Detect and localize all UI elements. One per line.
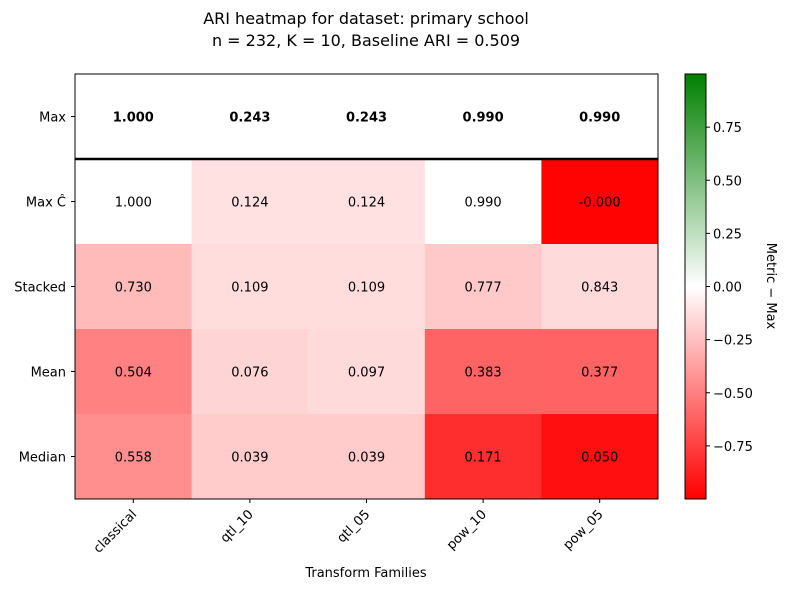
cell-value-label: -0.000 [579,196,621,211]
heatmap-cell [424,74,542,160]
cell-value-label: 0.109 [348,281,385,296]
heatmap-cell [308,74,426,160]
cell-value-label: 0.383 [464,366,501,381]
heatmap-cell [424,329,542,415]
cell-value-label: 0.777 [464,281,501,296]
chart-title-line1: ARI heatmap for dataset: primary school [203,9,529,28]
heatmap-cell [75,74,193,160]
colorbar-gradient [684,73,707,500]
heatmap-cell [308,414,426,500]
x-tick-label-pow-05: pow_05 [561,507,607,553]
heatmap-cell [308,244,426,330]
cell-value-label: 0.243 [229,111,270,126]
cell-value-label: 1.000 [115,196,152,211]
cell-value-label: 0.050 [581,451,618,466]
colorbar-label: Metric − Max [763,243,778,330]
heatmap-cell [308,159,426,245]
heatmap-cell [424,414,542,500]
y-tick-label-max: Max Ĉ [26,195,66,211]
cell-value-label: 0.990 [463,111,504,126]
colorbar-tick-label: 0.25 [713,227,742,242]
x-tick-label-qtl-05: qtl_05 [334,507,373,546]
cell-value-label: 0.243 [346,111,387,126]
y-tick-label-stacked: Stacked [14,281,66,296]
colorbar-tick-label: 0.75 [713,121,742,136]
heatmap-cell [191,159,309,245]
heatmap-cell [75,414,193,500]
cell-value-label: 0.843 [581,281,618,296]
cell-value-label: 1.000 [113,111,154,126]
colorbar-tick-label: 0.50 [713,174,742,189]
x-tick-label-qtl-10: qtl_10 [218,507,257,546]
heatmap-cell [541,159,659,245]
y-tick-label-max: Max [39,111,66,126]
heatmap-cell [191,414,309,500]
cell-value-label: 0.990 [579,111,620,126]
x-axis-ticks: classical qtl_10 qtl_05 pow_10 pow_05 [91,499,607,556]
cell-value-label: 0.730 [115,281,152,296]
heatmap-grid: 1.000 0.243 0.243 0.990 0.990 1.000 0.124 0.124… [74,73,659,500]
heatmap-cell [541,414,659,500]
cell-value-label: 0.076 [231,366,268,381]
cell-value-label: 0.039 [231,451,268,466]
y-axis-ticks: Max Max Ĉ Stacked Mean Median [14,111,75,466]
heatmap-cell [191,244,309,330]
y-tick-label-median: Median [19,451,66,466]
heatmap-cell [191,74,309,160]
heatmap-cell [308,329,426,415]
heatmap-cell [541,329,659,415]
colorbar: 0.75 0.50 0.25 0.00 −0.25 −0.50 −0.75 [684,73,753,500]
heatmap-cell [424,159,542,245]
heatmap-cell [75,329,193,415]
heatmap-cell [75,244,193,330]
cell-value-label: 0.377 [581,366,618,381]
cell-value-label: 0.990 [464,196,501,211]
cell-value-label: 0.558 [115,451,152,466]
y-tick-label-mean: Mean [31,366,66,381]
cell-value-label: 0.504 [115,366,152,381]
cell-value-label: 0.039 [348,451,385,466]
cell-value-label: 0.171 [464,451,501,466]
cell-value-label: 0.109 [231,281,268,296]
cell-value-label: 0.124 [231,196,268,211]
x-tick-label-pow-10: pow_10 [444,507,490,553]
heatmap-cell [541,74,659,160]
x-tick-label-classical: classical [91,507,140,556]
cell-value-label: 0.097 [348,366,385,381]
chart-title-line2: n = 232, K = 10, Baseline ARI = 0.509 [212,31,520,50]
heatmap-cell [541,244,659,330]
colorbar-tick-label: 0.00 [713,281,742,296]
colorbar-tick-label: −0.25 [713,334,753,349]
heatmap-cell [191,329,309,415]
heatmap-cell [424,244,542,330]
colorbar-tick-label: −0.75 [713,440,753,455]
heatmap-cell [75,159,193,245]
cell-value-label: 0.124 [348,196,385,211]
colorbar-tick-label: −0.50 [713,387,753,402]
x-axis-label: Transform Families [304,566,427,581]
